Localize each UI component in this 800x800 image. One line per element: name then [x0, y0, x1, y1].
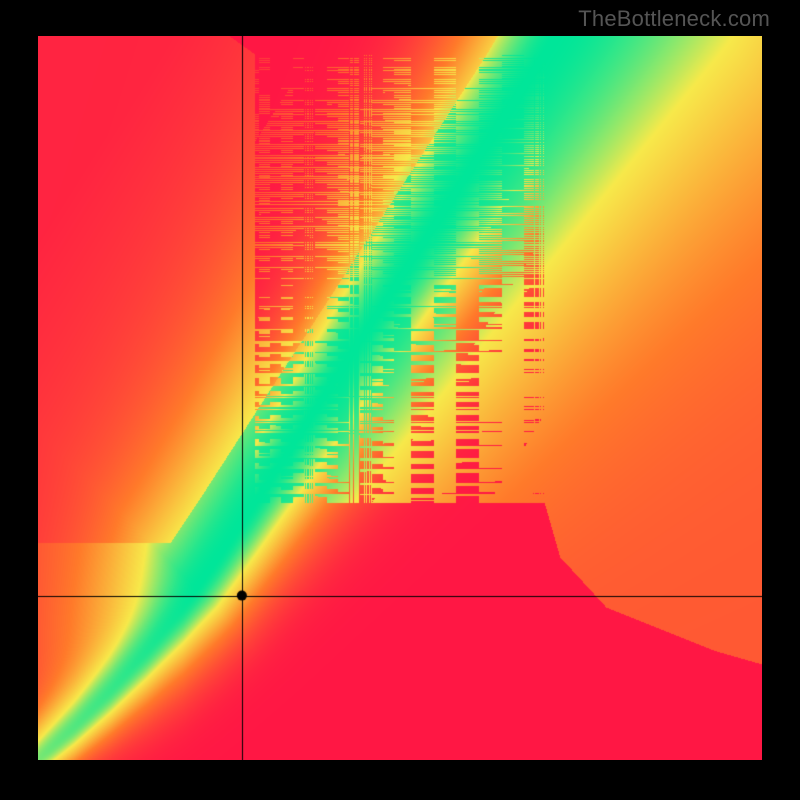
watermark-text: TheBottleneck.com — [578, 6, 770, 32]
crosshair-overlay — [38, 36, 762, 760]
chart-container: TheBottleneck.com — [0, 0, 800, 800]
